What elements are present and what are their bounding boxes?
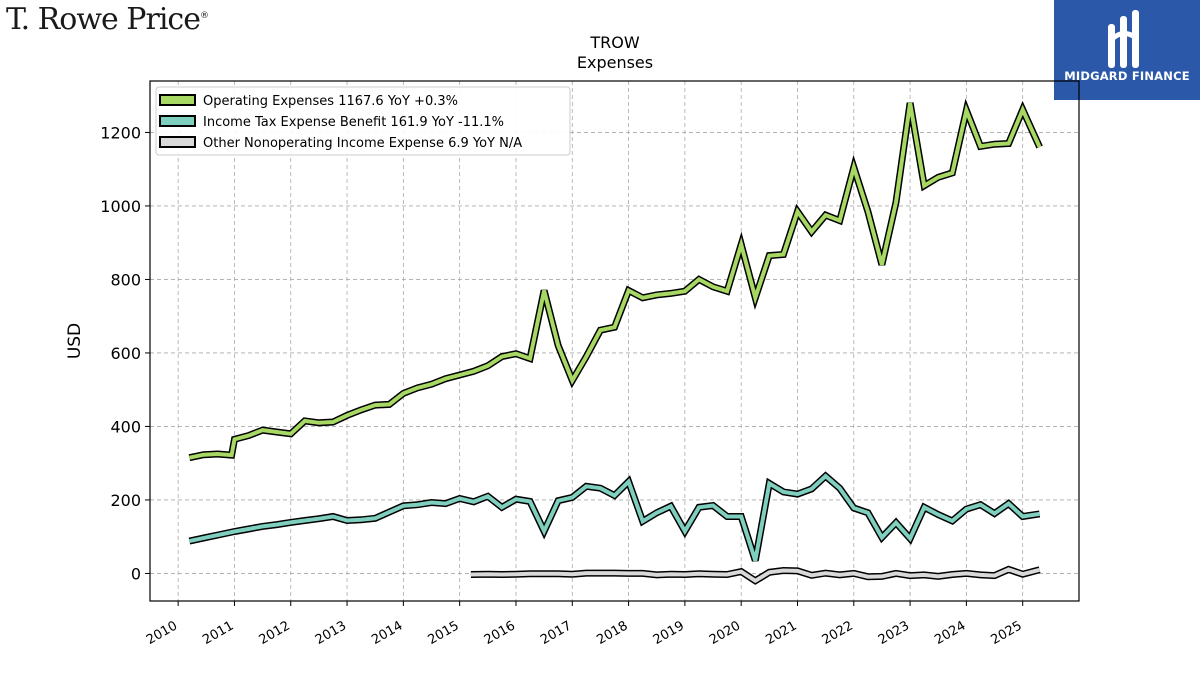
series-group — [188, 98, 1043, 585]
x-tick-label: 2025 — [989, 618, 1025, 648]
y-tick-label: 400 — [110, 417, 141, 436]
x-tick-label: 2016 — [482, 618, 518, 648]
legend-box — [155, 86, 571, 156]
x-tick-label: 2020 — [707, 618, 743, 648]
x-tick-label: 2013 — [313, 618, 349, 648]
x-tick-label: 2015 — [426, 618, 462, 648]
legend-label: Operating Expenses 1167.6 YoY +0.3% — [203, 94, 458, 109]
legend: Operating Expenses 1167.6 YoY +0.3% Incom… — [155, 86, 571, 156]
midgard-logo-icon — [1108, 10, 1139, 68]
x-tick-label: 2024 — [932, 618, 968, 648]
x-tick-label: 2023 — [876, 618, 912, 648]
brand-left-name: T. Rowe Price — [6, 2, 201, 37]
chart-subtitle: Expenses — [577, 53, 653, 72]
x-tick-label: 2010 — [144, 618, 180, 648]
legend-swatch — [159, 115, 196, 127]
legend-label: Income Tax Expense Benefit 161.9 YoY -11… — [203, 115, 504, 130]
x-axis: 2010 2011 2012 2013 2014 2015 2016 2017 2018 2019… — [144, 601, 1025, 648]
legend-label: Other Nonoperating Income Expense 6.9 Yo… — [203, 136, 522, 151]
y-tick-label: 0 — [131, 564, 141, 583]
brand-right-name: MIDGARD FINANCE — [1064, 69, 1190, 83]
x-tick-label: 2019 — [651, 618, 687, 648]
series-line-other-nonoperating-income-expense — [470, 567, 1041, 584]
series-line-income-tax-expense-benefit — [188, 473, 1040, 562]
registered-mark: ® — [199, 11, 209, 21]
y-tick-label: 1000 — [100, 197, 141, 216]
legend-swatch — [159, 94, 196, 106]
y-tick-label: 1200 — [100, 123, 141, 142]
legend-swatch — [159, 136, 196, 148]
chart-title: TROW — [589, 33, 639, 52]
y-axis: 0 200 400 600 800 1000 1200 — [100, 123, 150, 583]
y-tick-label: 200 — [110, 491, 141, 510]
x-tick-label: 2017 — [538, 618, 574, 648]
t-rowe-price-logo: T. Rowe Price® — [6, 2, 209, 37]
y-tick-label: 600 — [110, 344, 141, 363]
x-tick-label: 2018 — [594, 618, 630, 648]
series-line-operating-expenses — [188, 102, 1042, 460]
x-tick-label: 2014 — [369, 618, 405, 648]
series-outline-operating-expenses — [188, 98, 1043, 462]
y-tick-label: 800 — [110, 270, 141, 289]
plot-frame — [149, 80, 1080, 602]
y-axis-label: USD — [65, 323, 85, 359]
midgard-finance-logo: MIDGARD FINANCE — [1054, 0, 1200, 100]
x-tick-label: 2012 — [257, 618, 293, 648]
x-tick-label: 2011 — [200, 618, 236, 648]
x-tick-label: 2021 — [763, 618, 799, 648]
x-tick-label: 2022 — [820, 618, 856, 648]
